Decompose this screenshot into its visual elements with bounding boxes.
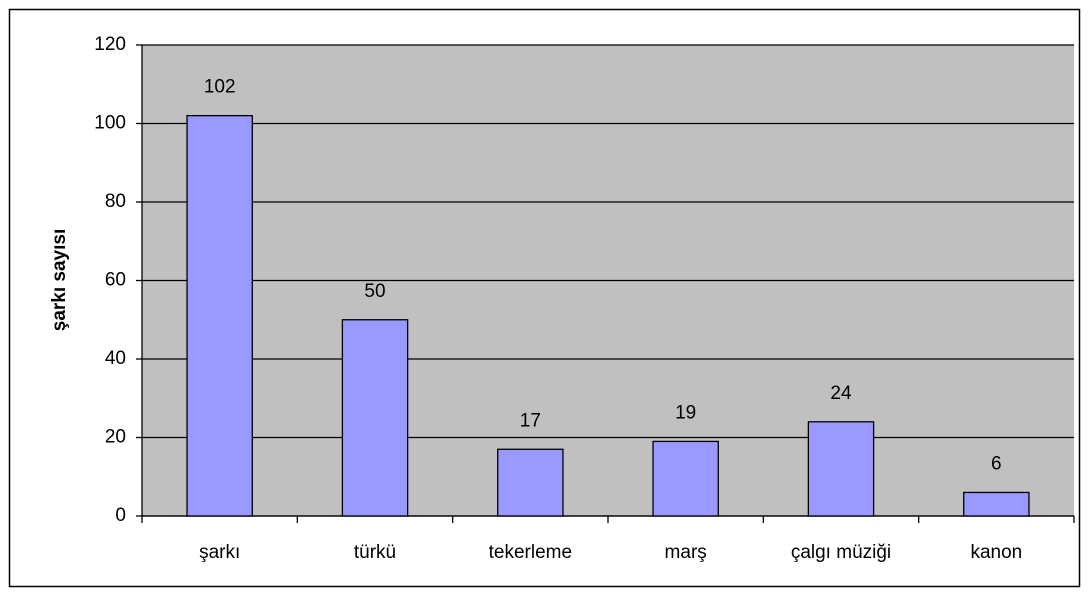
y-tick-label: 60: [105, 270, 126, 291]
data-label: 50: [364, 281, 385, 302]
x-tick-label: tekerleme: [489, 542, 572, 563]
bar: [963, 491, 1030, 517]
x-tick-label: şarkı: [199, 542, 240, 563]
y-tick-label: 80: [105, 191, 126, 212]
data-label: 24: [830, 383, 852, 404]
x-tick-label: marş: [665, 542, 707, 563]
data-label: 19: [675, 402, 696, 423]
bar: [807, 421, 875, 517]
x-tick-label: kanon: [970, 542, 1022, 563]
y-tick-label: 20: [105, 427, 126, 448]
y-tick-label: 100: [94, 113, 126, 134]
data-label: 102: [204, 77, 236, 98]
x-tick-label: türkü: [354, 542, 396, 563]
data-label: 6: [991, 453, 1002, 474]
bar: [497, 448, 564, 517]
y-tick-label: 40: [105, 348, 126, 369]
x-tick-label: çalgı müziği: [791, 542, 891, 563]
bar: [186, 115, 253, 517]
data-label: 17: [520, 410, 541, 431]
y-tick-label: 120: [94, 34, 126, 55]
bar: [341, 319, 409, 517]
y-axis-label: şarkı sayısı: [49, 229, 70, 331]
y-tick-label: 0: [115, 505, 126, 526]
bar: [652, 440, 719, 517]
